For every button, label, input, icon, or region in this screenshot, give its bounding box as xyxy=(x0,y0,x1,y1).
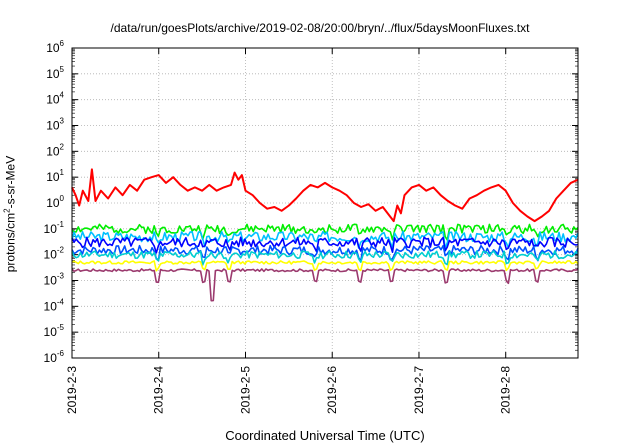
x-tick-label: 2019-2-6 xyxy=(325,366,339,414)
series-line-2 xyxy=(71,230,579,249)
y-tick-label: 103 xyxy=(46,117,64,133)
y-tick-label: 100 xyxy=(46,194,64,210)
y-tick-label: 101 xyxy=(46,168,64,184)
series-line-6 xyxy=(71,260,579,272)
x-tick-label: 2019-2-7 xyxy=(412,366,426,414)
x-tick-label: 2019-2-5 xyxy=(238,366,252,414)
series-line-0 xyxy=(71,168,579,223)
series-line-7 xyxy=(71,268,579,302)
x-tick-label: 2019-2-3 xyxy=(65,366,79,414)
y-tick-label: 10-4 xyxy=(44,297,65,313)
y-tick-label: 102 xyxy=(46,142,64,158)
chart-title: /data/run/goesPlots/archive/2019-02-08/2… xyxy=(110,21,530,35)
series-line-1 xyxy=(71,223,579,241)
plot-frame xyxy=(71,47,579,359)
x-tick-label: 2019-2-4 xyxy=(152,366,166,414)
y-tick-label: 105 xyxy=(46,65,64,81)
x-axis-label: Coordinated Universal Time (UTC) xyxy=(225,428,425,443)
x-tick-label: 2019-2-8 xyxy=(499,366,513,414)
y-tick-label: 10-6 xyxy=(44,349,65,365)
series-line-5 xyxy=(71,250,579,266)
y-tick-label: 10-1 xyxy=(44,220,65,236)
y-tick-label: 106 xyxy=(46,39,64,55)
y-tick-label: 10-3 xyxy=(44,272,65,288)
y-tick-label: 104 xyxy=(46,91,64,107)
y-tick-label: 10-5 xyxy=(44,323,65,339)
series-line-3 xyxy=(71,236,579,254)
y-tick-label: 10-2 xyxy=(44,246,65,262)
